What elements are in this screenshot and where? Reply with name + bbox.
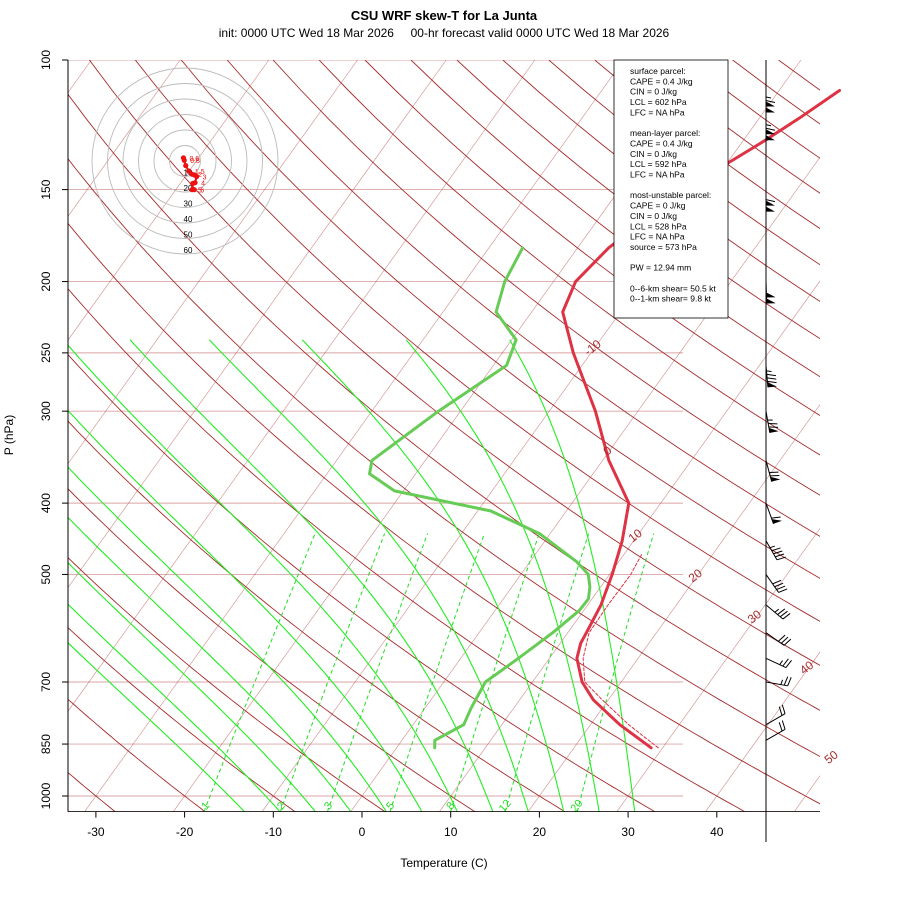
indices-line: source = 573 hPa [630,242,697,252]
hodograph-ring-label: 60 [184,246,193,255]
y-tick-label: 250 [39,343,53,363]
hodograph-ring-label: 30 [184,200,193,209]
hodograph-height-label: 4 [201,181,205,188]
x-tick-label: -10 [265,825,283,839]
x-tick-label: 0 [359,825,366,839]
x-tick-label: 30 [621,825,635,839]
indices-line: most-unstable parcel: [630,190,711,200]
y-tick-label: 100 [39,50,53,70]
hodograph-height-label: 6 [200,188,204,195]
indices-line: surface parcel: [630,66,686,76]
indices-line: CIN = 0 J/kg [630,87,677,97]
x-tick-label: 40 [710,825,724,839]
wind-barb-half-feather [766,371,771,372]
x-tick-label: -20 [176,825,194,839]
indices-line: LFC = NA hPa [630,107,685,117]
y-tick-label: 200 [39,271,53,291]
indices-line: CAPE = 0.4 J/kg [630,76,693,86]
indices-line: LFC = NA hPa [630,170,685,180]
indices-line: 0--1-km shear= 9.8 kt [630,294,712,304]
y-tick-label: 150 [39,179,53,199]
y-tick-label: 400 [39,493,53,513]
indices-line: CAPE = 0.4 J/kg [630,138,693,148]
indices-line: PW = 12.94 mm [630,263,691,273]
hodograph-point [192,187,197,192]
x-tick-label: 10 [444,825,458,839]
indices-line: LCL = 528 hPa [630,221,687,231]
indices-line: CIN = 0 J/kg [630,211,677,221]
hodograph-point [183,163,188,168]
y-tick-label: 1000 [39,782,53,809]
x-tick-label: 20 [533,825,547,839]
y-tick-label: 300 [39,401,53,421]
indices-line: CIN = 0 J/kg [630,149,677,159]
y-tick-label: 700 [39,672,53,692]
indices-line: 0--6-km shear= 50.5 kt [630,283,716,293]
hodograph-height-label: 0.8 [190,158,200,165]
indices-line: LCL = 602 hPa [630,97,687,107]
hodograph-point [182,158,187,163]
x-tick-label: -30 [87,825,105,839]
hodograph-point [194,174,199,179]
chart-subtitle: init: 0000 UTC Wed 18 Mar 2026 00-hr for… [219,26,670,40]
y-axis-label: P (hPa) [2,415,16,455]
x-axis-label: Temperature (C) [400,856,487,870]
hodograph-point [190,181,195,186]
y-tick-label: 850 [39,734,53,754]
hodograph-ring-label: 40 [184,215,193,224]
indices-line: LCL = 592 hPa [630,159,687,169]
indices-line: LFC = NA hPa [630,232,685,242]
chart-title: CSU WRF skew-T for La Junta [351,8,538,23]
indices-line: mean-layer parcel: [630,128,700,138]
hodograph-ring-label: 50 [184,231,193,240]
y-tick-label: 500 [39,564,53,584]
indices-line: CAPE = 0 J/kg [630,201,686,211]
